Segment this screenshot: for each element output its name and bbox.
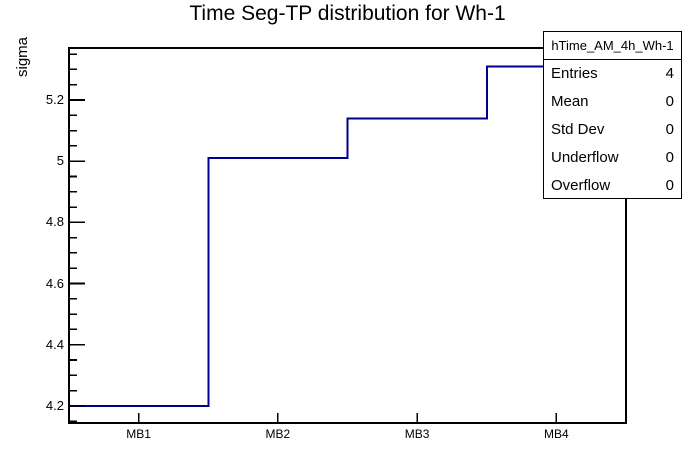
stats-label: Overflow xyxy=(551,176,611,194)
stats-value: 4 xyxy=(665,65,674,83)
y-tick-label-4.8: 4.8 xyxy=(45,214,64,230)
stats-row-overflow: Overflow 0 xyxy=(544,171,681,199)
y-tick-label-4.6: 4.6 xyxy=(45,275,64,291)
stats-value: 0 xyxy=(665,93,674,111)
stats-row-entries: Entries 4 xyxy=(544,60,681,88)
stats-box-title: hTime_AM_4h_Wh-1 xyxy=(544,32,681,60)
x-axis-label-mb2: MB2 xyxy=(265,427,291,441)
stats-label: Underflow xyxy=(551,148,619,166)
stats-label: Std Dev xyxy=(551,120,605,138)
stats-row-mean: Mean 0 xyxy=(544,88,681,116)
stats-box: hTime_AM_4h_Wh-1 Entries 4 Mean 0 Std De… xyxy=(543,31,682,199)
plot-frame xyxy=(68,47,627,424)
stats-row-underflow: Underflow 0 xyxy=(544,143,681,171)
x-axis-label-mb3: MB3 xyxy=(404,427,430,441)
stats-label: Mean xyxy=(551,93,589,111)
y-tick-label-4.4: 4.4 xyxy=(45,336,64,352)
stats-value: 0 xyxy=(665,120,674,138)
stats-value: 0 xyxy=(665,148,674,166)
y-tick-label-5.2: 5.2 xyxy=(45,91,64,107)
x-axis-label-mb4: MB4 xyxy=(544,427,569,441)
y-tick-label-4.2: 4.2 xyxy=(45,397,64,413)
chart-title: Time Seg-TP distribution for Wh-1 xyxy=(189,2,506,25)
stats-label: Entries xyxy=(551,65,598,83)
x-axis-label-mb1: MB1 xyxy=(126,427,151,441)
stats-value: 0 xyxy=(665,176,674,194)
stats-row-stddev: Std Dev 0 xyxy=(544,116,681,144)
y-tick-label-5: 5 xyxy=(56,153,64,169)
